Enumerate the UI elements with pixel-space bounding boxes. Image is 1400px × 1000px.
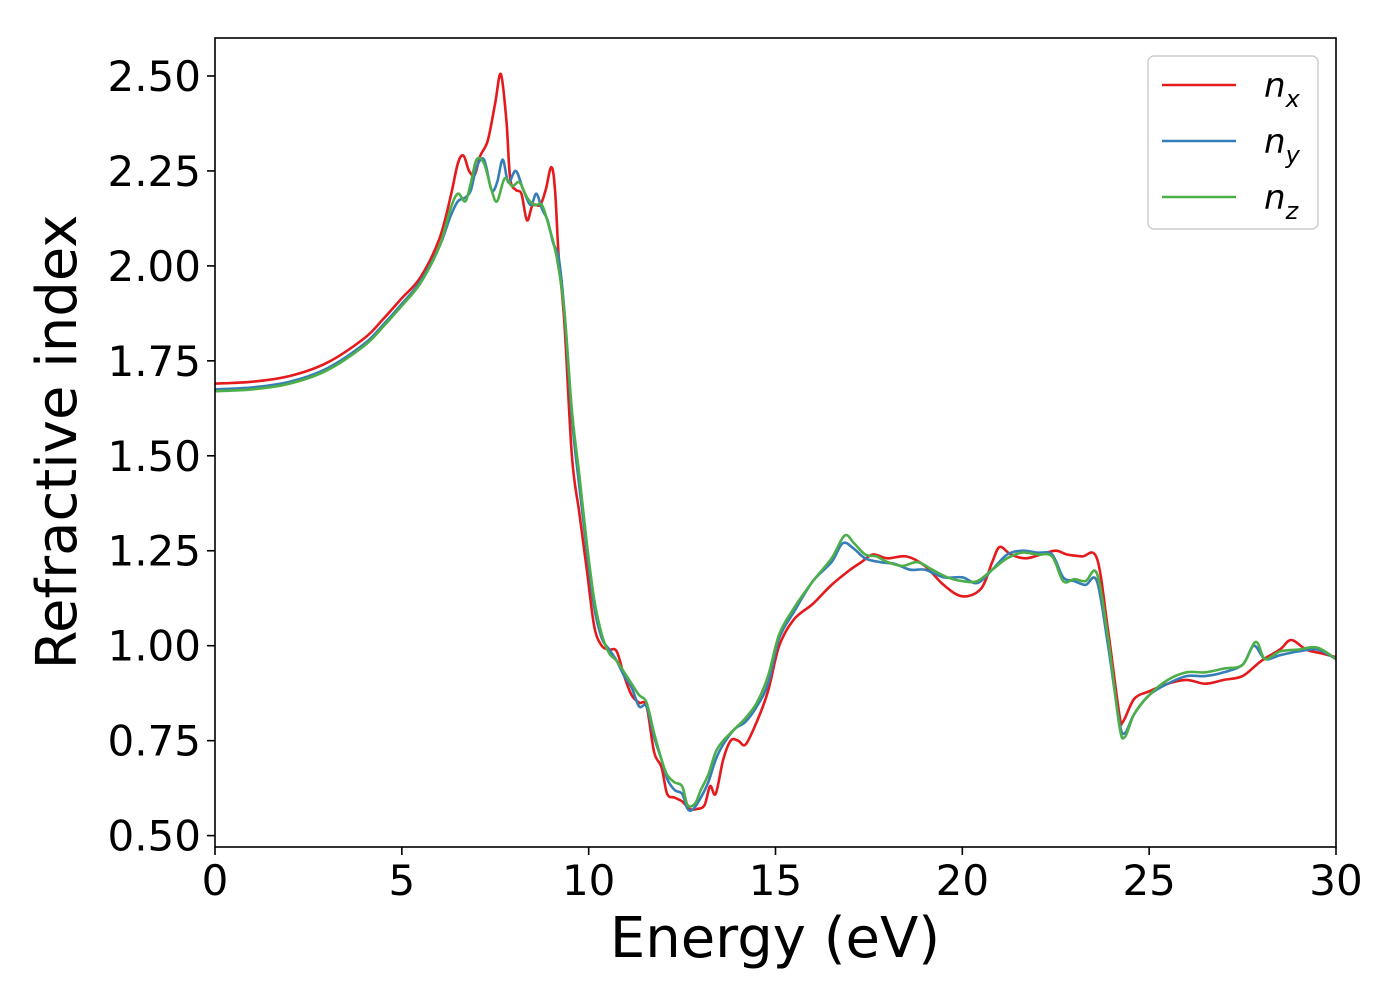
- series-line-z: [215, 156, 1336, 808]
- series-line-x: [215, 72, 1336, 812]
- x-tick-label: 25: [1122, 856, 1175, 905]
- y-tick-label: 1.50: [107, 432, 201, 481]
- series-line-y: [215, 157, 1336, 812]
- series-layer: [215, 72, 1336, 812]
- y-tick-label: 1.75: [107, 337, 201, 386]
- y-axis-label: Refractive index: [25, 215, 90, 670]
- x-tick-label: 0: [202, 856, 229, 905]
- y-tick-label: 0.50: [107, 812, 201, 861]
- x-tick-label: 10: [562, 856, 615, 905]
- x-tick-label: 30: [1309, 856, 1362, 905]
- x-axis-ticks: 0 5 10 15 20 25 30: [202, 847, 1363, 905]
- y-tick-label: 2.00: [107, 242, 201, 291]
- x-tick-label: 15: [749, 856, 802, 905]
- y-tick-label: 0.75: [107, 717, 201, 766]
- x-axis-label: Energy (eV): [610, 906, 940, 971]
- x-tick-label: 5: [388, 856, 415, 905]
- y-tick-label: 1.00: [107, 622, 201, 671]
- y-axis-ticks: 0.50 0.75 1.00 1.25 1.50 1.75 2.00 2.25 2.50: [107, 52, 215, 861]
- y-tick-label: 2.25: [107, 147, 201, 196]
- y-tick-label: 1.25: [107, 527, 201, 576]
- legend-box: [1147, 55, 1319, 230]
- y-tick-label: 2.50: [107, 52, 201, 101]
- x-tick-label: 20: [936, 856, 989, 905]
